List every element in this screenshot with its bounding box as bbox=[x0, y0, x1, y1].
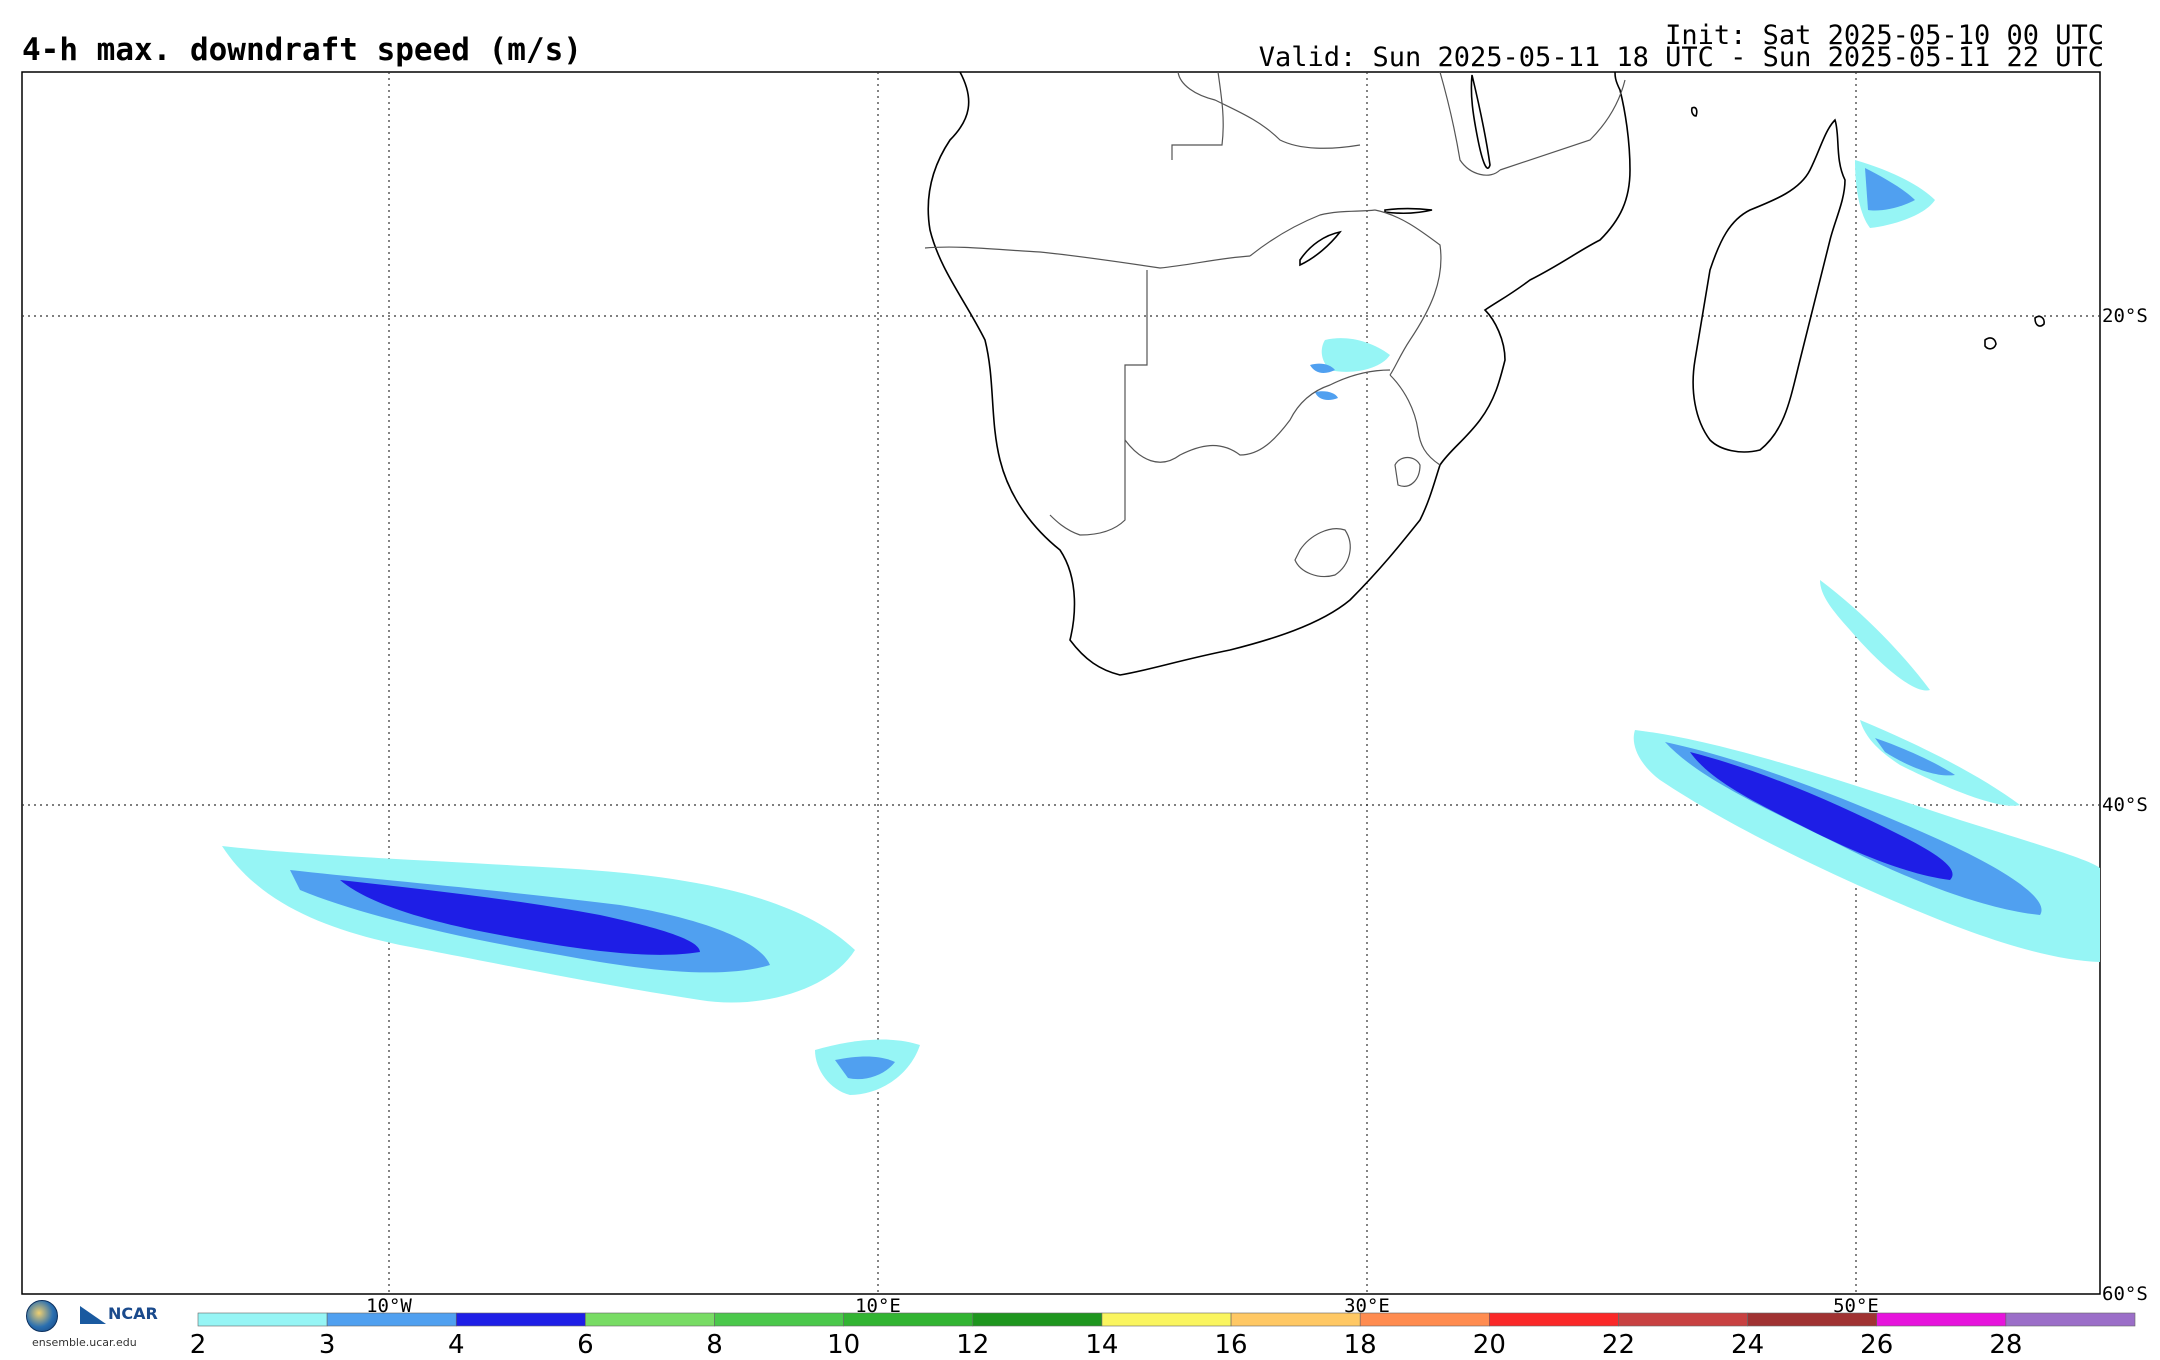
colorbar-swatch bbox=[972, 1312, 1103, 1327]
colorbar-tick-label: 3 bbox=[318, 1330, 336, 1360]
downdraft-area-east-streak2 bbox=[1860, 720, 2020, 806]
downdraft-area-east-core bbox=[1690, 752, 1953, 880]
colorbar-swatch bbox=[1359, 1312, 1490, 1327]
madagascar bbox=[1692, 118, 1846, 453]
border-malawi bbox=[1439, 71, 1501, 176]
colorbar bbox=[197, 1312, 2136, 1327]
border-tanzania-mozambique bbox=[1499, 79, 1626, 171]
lat-label-40s: 40°S bbox=[2102, 794, 2148, 816]
lon-labels: 10°W 10°E 30°E 50°E bbox=[366, 1295, 1879, 1317]
lat-label-20s: 20°S bbox=[2102, 305, 2148, 327]
downdraft-area-east-streaks bbox=[1820, 580, 1930, 691]
mauritius bbox=[1984, 337, 1997, 350]
colorbar-tick-label: 20 bbox=[1472, 1330, 1506, 1360]
border-zambia bbox=[1171, 71, 1224, 160]
eswatini bbox=[1394, 456, 1421, 487]
lake-kariba bbox=[1299, 230, 1342, 267]
colorbar-swatch bbox=[1618, 1312, 1748, 1327]
colorbar-swatch bbox=[197, 1312, 328, 1327]
country-borders bbox=[924, 71, 1626, 578]
border-mozambique-sa bbox=[1389, 374, 1441, 466]
colorbar-swatch bbox=[843, 1312, 974, 1327]
downdraft-shading bbox=[222, 160, 2100, 1095]
colorbar-tick-label: 24 bbox=[1731, 1330, 1765, 1360]
colorbar-tick-label: 6 bbox=[577, 1330, 594, 1360]
border-zambia-zimbabwe bbox=[1249, 209, 1376, 257]
valid-time: Valid: Sun 2025-05-11 18 UTC - Sun 2025-… bbox=[1258, 42, 2104, 73]
coastlines bbox=[927, 71, 2045, 676]
colorbar-swatch bbox=[1747, 1312, 1878, 1327]
downdraft-area-east-streak2-mid bbox=[1875, 738, 1955, 776]
colorbar-swatch bbox=[1876, 1312, 2007, 1327]
graticule bbox=[22, 72, 2100, 1294]
colorbar-swatch bbox=[2005, 1312, 2136, 1327]
colorbar-tick-label: 16 bbox=[1214, 1330, 1248, 1360]
colorbar-tick-label: 2 bbox=[189, 1330, 207, 1360]
colorbar-swatch bbox=[1230, 1312, 1361, 1327]
colorbar-swatch bbox=[326, 1312, 457, 1327]
colorbar-swatch bbox=[1101, 1312, 1232, 1327]
colorbar-tick-label: 8 bbox=[706, 1330, 723, 1360]
colorbar-swatch bbox=[585, 1312, 715, 1327]
colorbar-tick-label: 4 bbox=[447, 1330, 465, 1360]
africa-west-coast bbox=[927, 71, 1231, 676]
lon-label-10w: 10°W bbox=[366, 1295, 412, 1317]
downdraft-area-madagascar-mid bbox=[1865, 168, 1915, 211]
site-url: ensemble.ucar.edu bbox=[32, 1336, 137, 1349]
lesotho bbox=[1294, 528, 1351, 578]
downdraft-area-west-small-mid bbox=[835, 1056, 895, 1080]
downdraft-area-inland bbox=[1321, 338, 1390, 372]
colorbar-tick-label: 14 bbox=[1085, 1330, 1119, 1360]
map-title: 4-h max. downdraft speed (m/s) bbox=[22, 32, 582, 68]
map-frame bbox=[21, 71, 2101, 1295]
lat-labels: 20°S 40°S 60°S bbox=[2102, 305, 2148, 1305]
downdraft-area-inland-small bbox=[1315, 391, 1338, 400]
lake-malawi bbox=[1470, 74, 1491, 169]
africa-south-east-coast bbox=[1229, 71, 1631, 651]
colorbar-tick-label: 28 bbox=[1989, 1330, 2023, 1360]
colorbar-swatch bbox=[455, 1312, 586, 1327]
lat-label-60s: 60°S bbox=[2102, 1283, 2148, 1305]
colorbar-tick-label: 22 bbox=[1601, 1330, 1635, 1360]
lon-label-10e: 10°E bbox=[855, 1295, 901, 1317]
border-namibia-botswana bbox=[1049, 270, 1148, 536]
colorbar-swatch bbox=[714, 1312, 844, 1327]
border-angola-namibia bbox=[924, 246, 1251, 269]
lon-label-30e: 30°E bbox=[1344, 1295, 1390, 1317]
ncar-logo-text: NCAR bbox=[108, 1304, 158, 1323]
comoros bbox=[1690, 106, 1698, 117]
reunion bbox=[2034, 315, 2045, 327]
colorbar-tick-label: 12 bbox=[956, 1330, 990, 1360]
border-dr-congo bbox=[1177, 71, 1361, 149]
nsf-logo-icon bbox=[26, 1300, 58, 1332]
colorbar-tick-label: 18 bbox=[1343, 1330, 1377, 1360]
logo-area: NCAR ensemble.ucar.edu bbox=[24, 1298, 184, 1350]
colorbar-tick-label: 10 bbox=[827, 1330, 861, 1360]
ncar-logo-icon bbox=[80, 1306, 106, 1324]
init-time: Init: Sat 2025-05-10 00 UTC bbox=[1665, 20, 2104, 51]
colorbar-swatch bbox=[1489, 1312, 1619, 1327]
border-zimbabwe-mozambique bbox=[1374, 209, 1442, 376]
downdraft-area-west-core bbox=[340, 880, 700, 955]
colorbar-tick-label: 26 bbox=[1860, 1330, 1894, 1360]
lon-label-50e: 50°E bbox=[1833, 1295, 1879, 1317]
downdraft-area-inland-mid bbox=[1310, 363, 1335, 373]
border-botswana-sa bbox=[1124, 369, 1391, 463]
lake-cahora bbox=[1384, 207, 1433, 215]
